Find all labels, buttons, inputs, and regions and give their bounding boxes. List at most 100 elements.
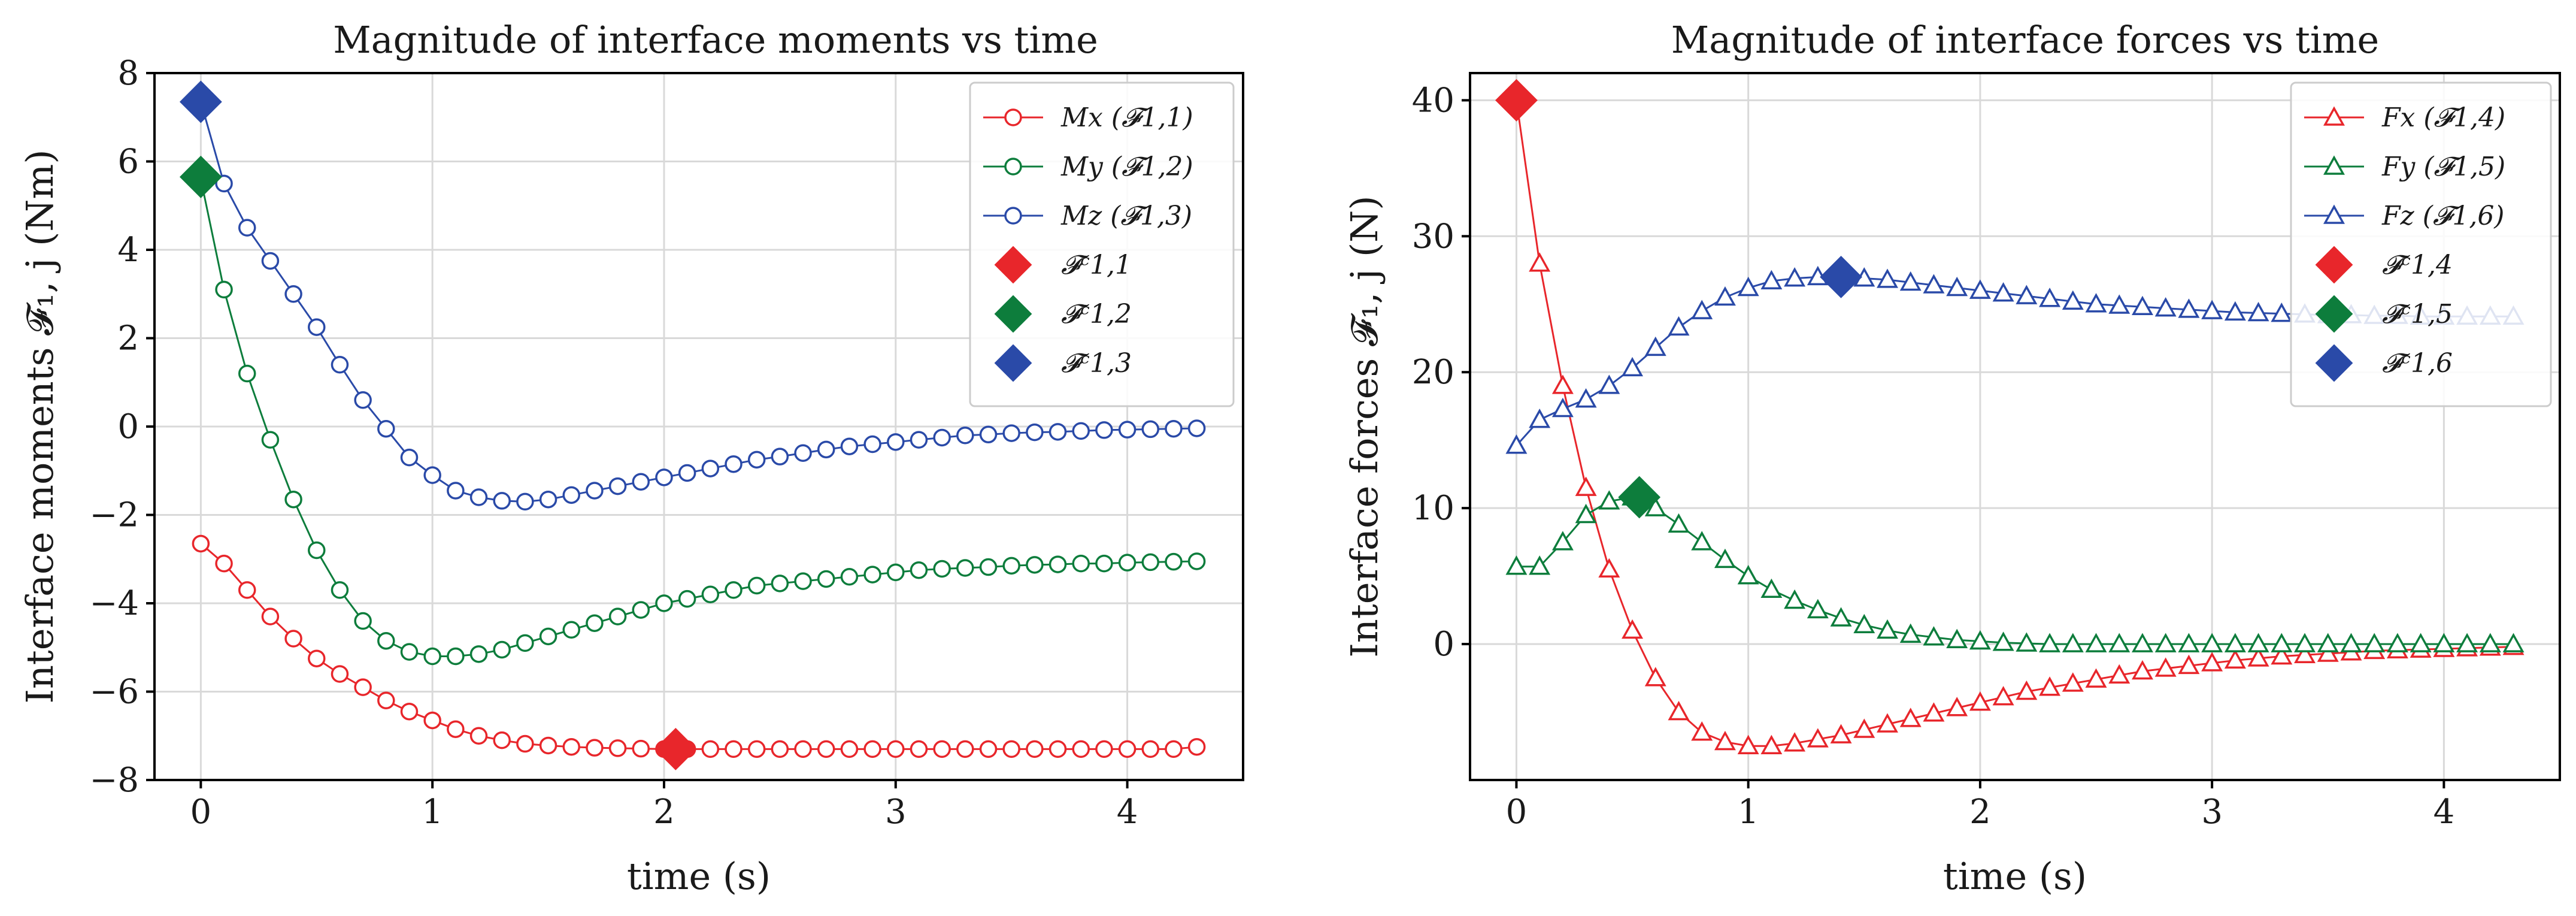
legend-marker [994, 344, 1032, 382]
data-point [2016, 285, 2038, 304]
data-point [1946, 276, 1968, 297]
data-point [215, 554, 233, 573]
x-tick-label: 4 [1117, 793, 1138, 832]
data-point [1946, 697, 1968, 717]
legend-marker [994, 246, 1032, 284]
data-point [1505, 555, 1528, 575]
legend-marker [2315, 295, 2353, 333]
data-point [493, 640, 511, 659]
data-point [1760, 578, 1783, 598]
data-point [2294, 633, 2316, 652]
data-point [887, 563, 905, 582]
data-point [1048, 740, 1067, 758]
data-point [840, 740, 859, 758]
data-point [956, 740, 974, 758]
data-point [331, 356, 349, 374]
data-point [1923, 702, 1945, 722]
data-point [1026, 556, 1044, 574]
data-point [1969, 630, 1991, 650]
data-point [794, 572, 812, 590]
data-point [817, 570, 835, 588]
x-tick-label: 1 [422, 793, 443, 832]
data-point [2201, 652, 2223, 672]
data-point [516, 734, 534, 753]
y-tick-label: 6 [117, 143, 139, 182]
data-point [2247, 647, 2269, 667]
data-point [678, 589, 696, 608]
data-point [1141, 740, 1160, 758]
data-point [1622, 619, 1644, 639]
x-tick-label: 0 [1506, 793, 1528, 832]
data-point [632, 601, 650, 619]
y-axis-label: Interface forces 𝓕₁, j (N) [1342, 195, 1386, 657]
legend-box [2290, 81, 2552, 407]
legend-label: 𝓕ᶜ1,6 [2382, 348, 2453, 379]
data-point [632, 739, 650, 758]
data-point [423, 647, 441, 666]
data-point [284, 630, 302, 648]
data-point [2062, 672, 2084, 692]
data-point [469, 727, 488, 745]
chart-title: Magnitude of interface moments vs time [333, 18, 1098, 62]
data-point [771, 575, 789, 592]
data-point [331, 665, 349, 683]
data-point [933, 740, 951, 758]
data-point [562, 486, 581, 504]
data-point [2154, 633, 2177, 652]
y-tick-label: 4 [117, 231, 139, 270]
data-point [400, 643, 419, 661]
data-point [1714, 286, 1736, 306]
data-point [1644, 497, 1666, 516]
data-point [400, 448, 419, 467]
legend-label: 𝓕ᶜ1,5 [2382, 299, 2453, 329]
data-point [2433, 633, 2455, 652]
legend-label: 𝓕ᶜ1,2 [1061, 299, 1132, 329]
data-point [2062, 290, 2084, 310]
data-point [1551, 397, 1574, 418]
data-point [2039, 676, 2061, 696]
series-line [1516, 496, 2514, 645]
data-point [910, 740, 928, 758]
data-point [516, 634, 534, 652]
data-point [1575, 388, 1597, 408]
data-point [979, 558, 998, 576]
data-point [1002, 424, 1020, 442]
data-point [655, 594, 673, 612]
data-point [1691, 300, 1713, 319]
data-point [586, 739, 604, 757]
data-point [1969, 691, 1991, 711]
data-point [1714, 548, 1736, 569]
data-point [1737, 276, 1759, 297]
x-tick-label: 3 [2201, 793, 2223, 832]
x-axis-label: time (s) [1943, 854, 2087, 898]
data-point [2039, 288, 2061, 307]
data-point [2085, 633, 2107, 652]
data-point [1529, 555, 1551, 575]
data-point [956, 427, 974, 445]
data-point [1529, 409, 1551, 428]
data-point [887, 740, 905, 758]
legend: Fx (𝓕1,4) Fy (𝓕1,5) Fz (𝓕1,6) 𝓕ᶜ1,4 𝓕ᶜ1,5 𝓕ᶜ1… [2290, 81, 2552, 407]
data-point [1992, 282, 2014, 302]
data-point [1691, 531, 1713, 551]
data-point [423, 466, 441, 484]
y-tick-label: 0 [117, 407, 139, 446]
legend-marker [2315, 344, 2353, 382]
data-point [701, 585, 720, 603]
data-point [1598, 374, 1620, 394]
data-point [817, 440, 835, 459]
data-point [1877, 713, 1898, 733]
y-axis-label: Interface moments 𝓕₁, j (Nm) [18, 149, 62, 703]
y-tick-label: −6 [89, 673, 139, 712]
data-point [1830, 607, 1852, 627]
data-point [1598, 490, 1620, 510]
data-point [2016, 632, 2038, 652]
legend-label: Fy (𝓕1,5) [2381, 152, 2505, 182]
data-point [979, 740, 998, 758]
data-point [447, 482, 465, 500]
data-point [1002, 557, 1020, 575]
data-point [2271, 303, 2293, 322]
data-point [1644, 336, 1666, 356]
y-tick-label: 10 [1412, 489, 1454, 528]
data-point [562, 621, 581, 639]
